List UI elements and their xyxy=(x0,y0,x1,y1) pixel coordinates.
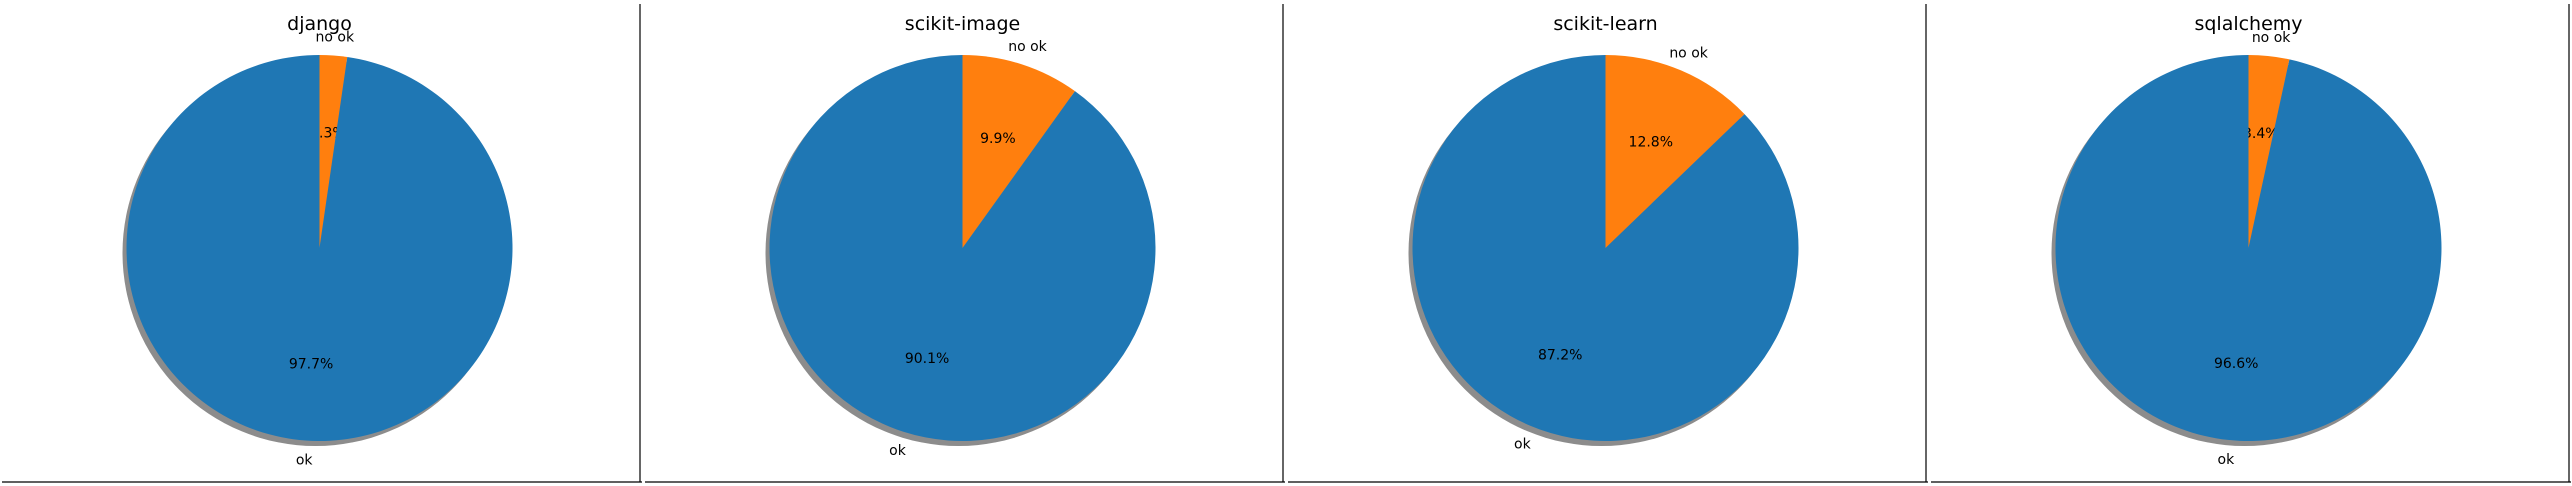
slice-category-label: no ok xyxy=(2252,30,2291,46)
slice-percent-label: 87.2% xyxy=(1538,348,1582,364)
pie-slice-no-ok xyxy=(2248,55,2290,248)
slice-percent-label: 97.7% xyxy=(289,357,333,373)
pie-slice-ok xyxy=(2055,55,2442,442)
chart-title: django xyxy=(287,13,352,35)
slice-category-label: ok xyxy=(2218,452,2236,468)
slice-percent-label: 9.9% xyxy=(980,131,1016,147)
pie-panel-scikit-image: scikit-image 9.9% no ok 90.1% ok xyxy=(645,4,1285,483)
pie-panel-sqlalchemy: sqlalchemy 3.4% no ok 96.6% ok xyxy=(1931,4,2571,483)
pie-slice-ok xyxy=(126,55,513,441)
slice-percent-label: 96.6% xyxy=(2214,356,2258,372)
pie-slice-ok xyxy=(1412,55,1799,442)
pie-panel-scikit-learn: scikit-learn 12.8% no ok 87.2% ok xyxy=(1288,4,1928,483)
chart-title: sqlalchemy xyxy=(2194,13,2302,35)
pie-slice-no-ok xyxy=(962,55,1075,248)
slice-category-label: no ok xyxy=(1008,39,1047,55)
chart-title: scikit-learn xyxy=(1553,13,1657,35)
pie-slice-no-ok xyxy=(1605,55,1745,248)
slice-category-label: ok xyxy=(1514,436,1532,452)
slice-category-label: no ok xyxy=(316,29,355,45)
slice-category-label: no ok xyxy=(1669,46,1708,62)
slice-category-label: ok xyxy=(889,443,907,459)
slice-percent-label: 12.8% xyxy=(1629,134,1673,150)
slice-percent-label: 3.4% xyxy=(2243,126,2279,142)
slice-percent-label: 90.1% xyxy=(905,351,949,367)
pie-slice-no-ok xyxy=(319,55,348,248)
slice-category-label: ok xyxy=(296,453,314,469)
chart-title: scikit-image xyxy=(905,13,1020,35)
pie-slice-ok xyxy=(769,55,1156,442)
